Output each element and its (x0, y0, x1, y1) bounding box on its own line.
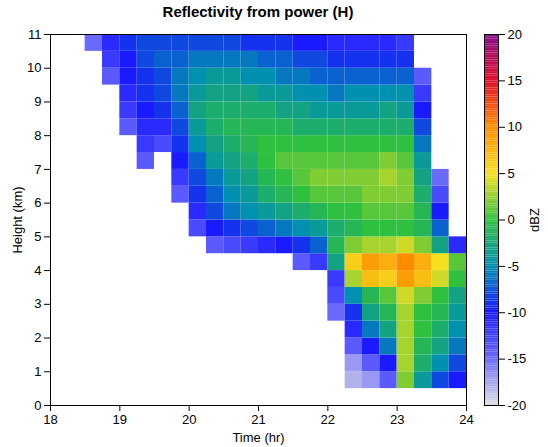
svg-text:19: 19 (113, 412, 127, 427)
svg-text:21: 21 (251, 412, 265, 427)
svg-text:18: 18 (43, 412, 57, 427)
svg-text:0: 0 (508, 212, 515, 227)
svg-text:-10: -10 (508, 305, 527, 320)
svg-text:9: 9 (34, 94, 41, 109)
svg-text:6: 6 (34, 195, 41, 210)
svg-text:Time (hr): Time (hr) (232, 430, 284, 445)
svg-text:10: 10 (27, 60, 41, 75)
svg-text:20: 20 (508, 27, 522, 42)
svg-text:3: 3 (34, 296, 41, 311)
svg-text:1: 1 (34, 364, 41, 379)
svg-text:-20: -20 (508, 398, 527, 413)
svg-text:8: 8 (34, 128, 41, 143)
svg-text:22: 22 (321, 412, 335, 427)
svg-text:0: 0 (34, 398, 41, 413)
svg-text:5: 5 (34, 229, 41, 244)
svg-text:dBZ: dBZ (527, 208, 542, 232)
svg-text:-15: -15 (508, 351, 527, 366)
svg-text:-5: -5 (508, 259, 520, 274)
svg-text:Height (km): Height (km) (10, 186, 25, 253)
svg-text:15: 15 (508, 73, 522, 88)
svg-text:4: 4 (34, 263, 41, 278)
svg-text:7: 7 (34, 162, 41, 177)
svg-text:11: 11 (28, 27, 42, 42)
svg-text:23: 23 (390, 412, 404, 427)
svg-text:2: 2 (34, 330, 41, 345)
svg-text:10: 10 (508, 119, 522, 134)
html-text:Reflectivity from power (H): Reflectivity from power (H) (162, 3, 354, 20)
svg-text:24: 24 (459, 412, 473, 427)
svg-text:5: 5 (508, 166, 515, 181)
svg-text:20: 20 (182, 412, 196, 427)
